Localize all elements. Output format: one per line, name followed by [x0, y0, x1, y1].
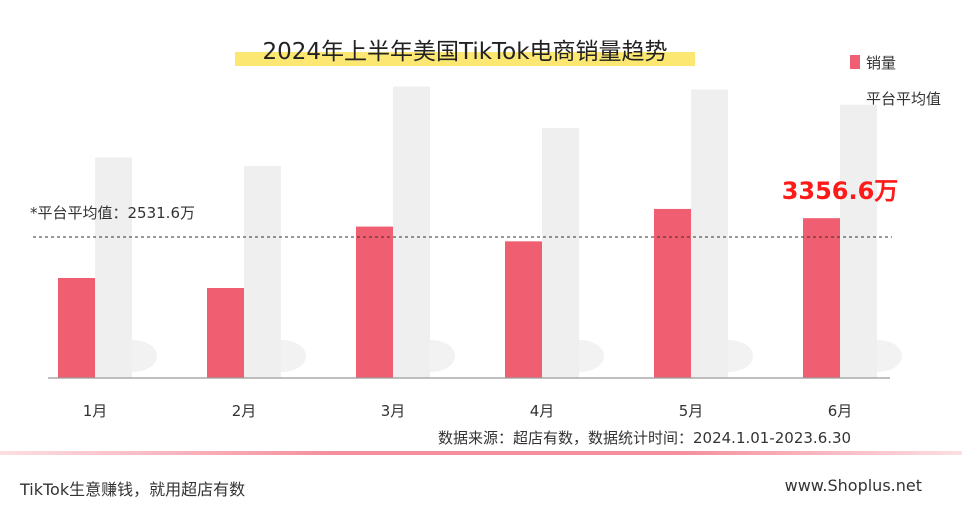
- x-tick-label: 1月: [83, 402, 108, 420]
- bar-sales-1: [58, 278, 95, 378]
- legend-label-sales: 销量: [866, 53, 897, 72]
- bar-sales-4: [505, 241, 542, 378]
- highlight-data-label: 3356.6万: [782, 177, 899, 205]
- bar-average-6: [840, 104, 877, 379]
- x-tick-label: 3月: [381, 402, 406, 420]
- title-highlight: [235, 52, 695, 66]
- bar-sales-2: [207, 288, 244, 378]
- legend-label-average: 平台平均值: [866, 89, 942, 108]
- x-tick-label: 6月: [828, 402, 853, 420]
- footer-slogan: TikTok生意赚钱，就用超店有数: [20, 480, 246, 499]
- chart-title: 2024年上半年美国TikTok电商销量趋势: [262, 39, 668, 65]
- bar-sales-5: [654, 208, 691, 378]
- legend-swatch-sales: [850, 55, 860, 69]
- footer-website: www.Shoplus.net: [784, 476, 922, 495]
- x-tick-label: 4月: [530, 402, 555, 420]
- legend-item-average: 平台平均值: [850, 88, 941, 108]
- x-tick-label: 5月: [679, 402, 704, 420]
- x-tick-label: 2月: [232, 402, 257, 420]
- legend-item-sales: 销量: [850, 52, 941, 72]
- bar-average-2: [244, 166, 281, 378]
- bar-average-4: [542, 128, 579, 378]
- bar-average-5: [691, 89, 728, 378]
- bar-sales-6: [803, 218, 840, 378]
- average-line-label: *平台平均值：2531.6万: [30, 204, 195, 222]
- data-source: 数据来源：超店有数，数据统计时间：2024.1.01-2023.6.30: [438, 429, 852, 447]
- divider-line: [0, 451, 962, 455]
- bar-average-3: [393, 86, 430, 379]
- bar-average-1: [95, 157, 132, 378]
- bar-sales-3: [356, 226, 393, 378]
- legend: 销量 平台平均值: [850, 52, 941, 124]
- chart-title-block: 2024年上半年美国TikTok电商销量趋势: [235, 30, 695, 70]
